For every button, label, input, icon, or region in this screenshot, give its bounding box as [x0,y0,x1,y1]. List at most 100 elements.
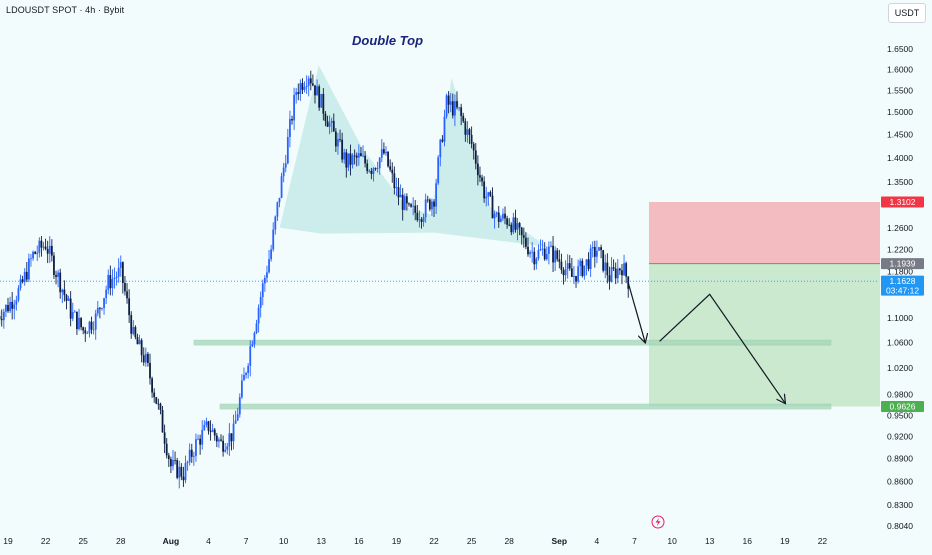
candle-143[interactable] [295,92,298,96]
candle-138[interactable] [284,163,287,168]
candle-251[interactable] [520,227,523,236]
candle-290[interactable] [602,250,605,271]
candle-5[interactable] [7,305,9,312]
candle-176[interactable] [364,155,367,164]
candle-124[interactable] [255,323,258,333]
candle-260[interactable] [539,249,542,251]
candle-51[interactable] [103,298,105,309]
candle-174[interactable] [360,153,362,157]
candle-157[interactable] [324,113,327,122]
candle-82[interactable] [167,455,170,460]
candle-70[interactable] [142,355,145,363]
candle-27[interactable] [53,255,55,275]
candle-252[interactable] [522,235,525,238]
candle-30[interactable] [59,272,62,293]
candle-85[interactable] [174,459,176,461]
candle-211[interactable] [437,157,440,184]
candle-123[interactable] [253,332,256,345]
candle-209[interactable] [433,201,435,207]
candle-289[interactable] [600,247,602,251]
candle-79[interactable] [161,410,164,433]
candle-58[interactable] [117,267,120,277]
candle-99[interactable] [203,424,206,430]
candle-276[interactable] [573,275,575,277]
candle-301[interactable] [625,263,628,277]
candle-118[interactable] [243,375,245,381]
candle-238[interactable] [493,213,496,219]
candle-253[interactable] [525,237,527,247]
candle-183[interactable] [378,157,381,169]
candle-263[interactable] [545,253,548,260]
double-top-pattern[interactable] [279,65,547,247]
candle-137[interactable] [282,167,285,177]
candle-74[interactable] [151,378,153,393]
candle-269[interactable] [558,259,561,262]
candle-205[interactable] [424,199,427,218]
candle-163[interactable] [337,139,339,147]
candle-144[interactable] [297,92,300,94]
candle-213[interactable] [441,139,444,142]
candle-277[interactable] [575,275,577,282]
candle-113[interactable] [232,423,235,442]
candle-62[interactable] [126,291,128,299]
candle-247[interactable] [512,217,515,233]
candle-158[interactable] [326,121,329,127]
candle-280[interactable] [581,260,584,276]
candle-297[interactable] [616,268,619,279]
candle-2[interactable] [0,318,3,321]
candle-255[interactable] [529,252,531,255]
candle-151[interactable] [311,83,314,86]
candle-31[interactable] [61,289,64,293]
candle-197[interactable] [408,203,410,205]
candle-216[interactable] [447,95,450,105]
candle-94[interactable] [192,455,195,457]
candle-89[interactable] [182,476,185,481]
candle-223[interactable] [462,115,465,122]
candle-147[interactable] [303,87,306,90]
candle-242[interactable] [502,213,504,219]
candle-175[interactable] [362,155,364,157]
candle-298[interactable] [618,268,621,271]
candle-218[interactable] [451,101,454,116]
candle-95[interactable] [195,439,197,456]
candle-96[interactable] [197,438,199,440]
candle-185[interactable] [383,149,385,154]
candle-90[interactable] [184,463,187,481]
candle-286[interactable] [593,247,596,257]
candle-46[interactable] [92,329,95,331]
candle-17[interactable] [32,251,34,259]
candle-8[interactable] [13,304,16,309]
candle-178[interactable] [368,170,371,172]
candle-56[interactable] [113,277,116,280]
candle-212[interactable] [439,139,442,158]
candle-202[interactable] [418,219,421,221]
candle-188[interactable] [389,166,392,170]
candle-228[interactable] [472,143,475,151]
projection-arrow-2[interactable] [659,293,785,403]
candle-231[interactable] [479,175,481,178]
candle-33[interactable] [65,295,68,301]
candle-299[interactable] [621,270,623,276]
candle-148[interactable] [305,85,308,88]
candle-130[interactable] [268,259,270,273]
candle-169[interactable] [349,153,352,165]
candle-106[interactable] [218,439,220,442]
candle-121[interactable] [249,346,252,366]
candle-186[interactable] [385,151,387,154]
candle-267[interactable] [554,250,557,263]
candle-262[interactable] [543,248,546,260]
candle-193[interactable] [399,194,402,198]
candle-254[interactable] [527,246,529,255]
candle-194[interactable] [401,194,404,210]
candle-117[interactable] [240,380,243,398]
candle-258[interactable] [535,258,538,265]
candle-57[interactable] [115,276,118,278]
candle-25[interactable] [48,245,51,254]
candle-282[interactable] [585,259,588,266]
candle-55[interactable] [111,279,114,289]
candle-233[interactable] [483,181,486,199]
candle-63[interactable] [128,298,131,316]
candle-78[interactable] [159,403,162,411]
candle-275[interactable] [570,268,573,277]
